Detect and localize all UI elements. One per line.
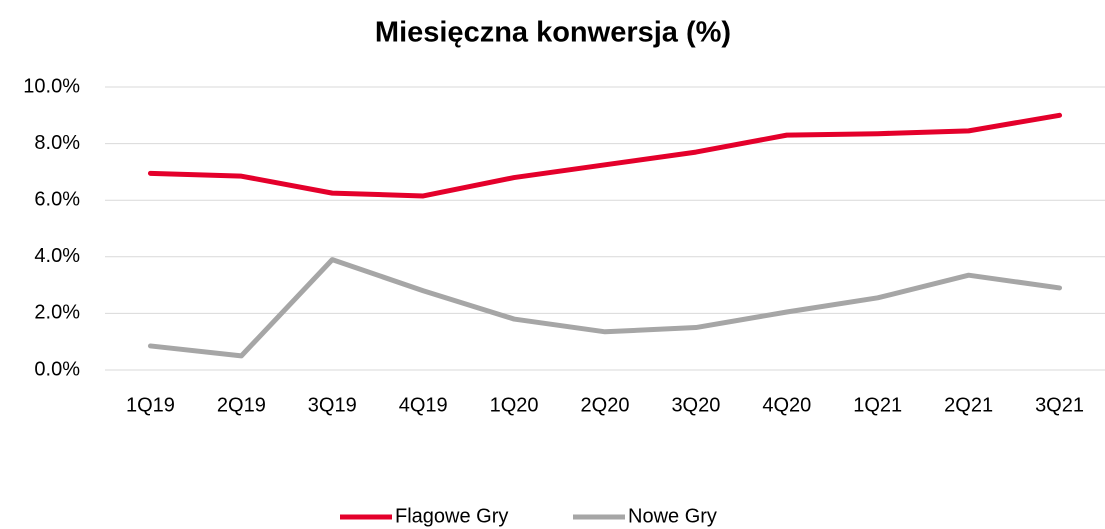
y-tick-label: 4.0%	[34, 245, 80, 267]
chart-title: Miesięczna konwersja (%)	[375, 17, 731, 49]
y-tick-label: 2.0%	[34, 302, 80, 324]
x-tick-label: 2Q20	[581, 394, 630, 416]
x-tick-label: 1Q19	[126, 394, 175, 416]
y-tick-label: 8.0%	[34, 132, 80, 154]
x-tick-label: 3Q21	[1035, 394, 1084, 416]
x-tick-label: 1Q21	[853, 394, 902, 416]
x-tick-label: 4Q19	[399, 394, 448, 416]
x-tick-label: 3Q20	[671, 394, 720, 416]
x-tick-label: 3Q19	[308, 394, 357, 416]
x-tick-label: 2Q21	[944, 394, 993, 416]
series-line	[147, 112, 1063, 199]
y-tick-label: 6.0%	[34, 188, 80, 210]
legend-label: Flagowe Gry	[395, 505, 508, 527]
x-tick-label: 4Q20	[762, 394, 811, 416]
x-tick-label: 2Q19	[217, 394, 266, 416]
series-line	[147, 257, 1063, 359]
legend-label: Nowe Gry	[628, 505, 717, 527]
y-tick-label: 0.0%	[34, 358, 80, 380]
x-tick-label: 1Q20	[490, 394, 539, 416]
y-tick-label: 10.0%	[23, 75, 80, 97]
